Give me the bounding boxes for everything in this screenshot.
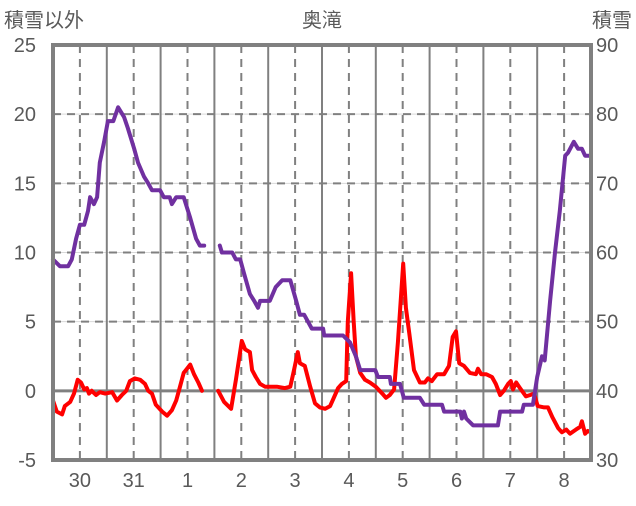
x-tick-label: 31 [123,470,145,492]
x-tick-label: 7 [505,470,516,492]
x-tick-label: 5 [397,470,408,492]
series-layer [51,105,593,436]
right-tick-label: 50 [596,312,618,334]
left-tick-label: 20 [14,104,36,126]
right-tick-label: 60 [596,243,618,265]
x-tick-label: 1 [182,470,193,492]
series-line-snow [51,105,593,428]
right-tick-label: 80 [596,104,618,126]
left-tick-label: 0 [25,381,36,403]
right-tick-label: 40 [596,381,618,403]
x-tick-label: 2 [236,470,247,492]
right-tick-label: 90 [596,35,618,57]
chart-title: 奥滝 [302,9,342,32]
grid [53,45,591,460]
x-tick-label: 4 [343,470,354,492]
left-axis-title: 積雪以外 [4,9,84,32]
x-tick-label: 6 [451,470,462,492]
x-tick-label: 8 [559,470,570,492]
right-axis-title: 積雪 [592,9,632,32]
left-tick-label: 15 [14,173,36,195]
plot-frame [51,43,593,462]
x-tick-label: 30 [69,470,91,492]
left-tick-label: 10 [14,243,36,265]
left-tick-label: 25 [14,35,36,57]
right-tick-label: 70 [596,173,618,195]
right-tick-label: 30 [596,450,618,472]
left-tick-label: -5 [18,450,36,472]
left-tick-label: 5 [25,312,36,334]
x-tick-label: 3 [290,470,301,492]
tick-labels: -5 30 0 40 5 50 10 60 15 70 20 80 25 90 30 31 1 2 3 4 5 6 7 8 [14,35,619,492]
